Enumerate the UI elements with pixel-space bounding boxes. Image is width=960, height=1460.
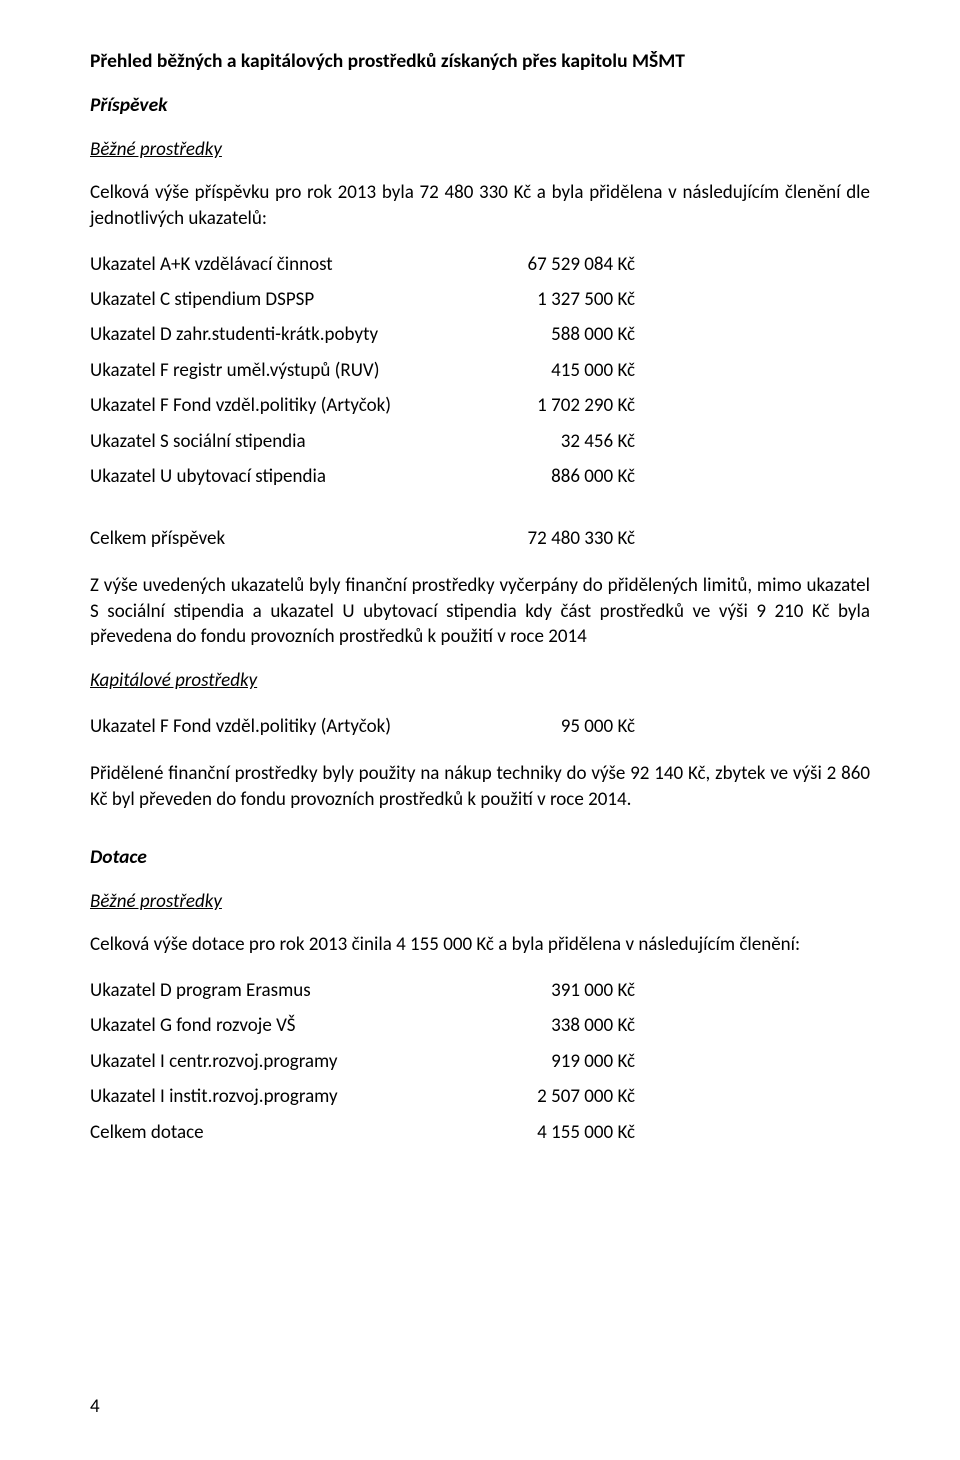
kv-value: 588 000 Kč (460, 320, 635, 349)
kv-row: Ukazatel D zahr.studenti-krátk.pobyty588… (90, 320, 870, 349)
kv-value: 1 327 500 Kč (460, 285, 635, 314)
section1-capital-title: Kapitálové prostředky (90, 668, 870, 694)
kv-value: 415 000 Kč (460, 356, 635, 385)
section2-rows: Ukazatel D program Erasmus391 000 Kč Uka… (90, 976, 870, 1147)
kv-value: 919 000 Kč (460, 1047, 635, 1076)
kv-value: 4 155 000 Kč (460, 1118, 635, 1147)
kv-value: 95 000 Kč (460, 712, 635, 741)
kv-label: Ukazatel D program Erasmus (90, 976, 460, 1005)
kv-label: Ukazatel I centr.rozvoj.programy (90, 1047, 460, 1076)
kv-row: Celkem dotace4 155 000 Kč (90, 1118, 870, 1147)
kv-label: Ukazatel G fond rozvoje VŠ (90, 1011, 460, 1040)
section1-rows: Ukazatel A+K vzdělávací činnost67 529 08… (90, 250, 870, 492)
kv-row: Ukazatel S sociální stipendia32 456 Kč (90, 427, 870, 456)
kv-row: Ukazatel U ubytovací stipendia886 000 Kč (90, 462, 870, 491)
kv-row: Ukazatel G fond rozvoje VŠ338 000 Kč (90, 1011, 870, 1040)
kv-value: 886 000 Kč (460, 462, 635, 491)
section2-subtitle: Běžné prostředky (90, 889, 870, 915)
kv-label: Celkem příspěvek (90, 524, 460, 553)
kv-row: Ukazatel C stipendium DSPSP1 327 500 Kč (90, 285, 870, 314)
kv-value: 391 000 Kč (460, 976, 635, 1005)
kv-value: 338 000 Kč (460, 1011, 635, 1040)
kv-label: Ukazatel U ubytovací stipendia (90, 462, 460, 491)
kv-label: Ukazatel S sociální stipendia (90, 427, 460, 456)
section1-intro: Celková výše příspěvku pro rok 2013 byla… (90, 180, 870, 231)
section1-capital-note: Přidělené finanční prostředky byly použi… (90, 761, 870, 812)
section1-title: Příspěvek (90, 92, 870, 118)
kv-row: Ukazatel A+K vzdělávací činnost67 529 08… (90, 250, 870, 279)
kv-row: Ukazatel I centr.rozvoj.programy919 000 … (90, 1047, 870, 1076)
section2-intro: Celková výše dotace pro rok 2013 činila … (90, 932, 870, 958)
kv-label: Ukazatel D zahr.studenti-krátk.pobyty (90, 320, 460, 349)
kv-row: Ukazatel F registr uměl.výstupů (RUV)415… (90, 356, 870, 385)
kv-row: Ukazatel F Fond vzděl.politiky (Artyčok)… (90, 391, 870, 420)
kv-label: Ukazatel F Fond vzděl.politiky (Artyčok) (90, 391, 460, 420)
kv-value: 32 456 Kč (460, 427, 635, 456)
kv-row: Ukazatel I instit.rozvoj.programy2 507 0… (90, 1082, 870, 1111)
kv-label: Ukazatel I instit.rozvoj.programy (90, 1082, 460, 1111)
section1-note: Z výše uvedených ukazatelů byly finanční… (90, 573, 870, 650)
kv-value: 72 480 330 Kč (460, 524, 635, 553)
kv-row: Ukazatel D program Erasmus391 000 Kč (90, 976, 870, 1005)
kv-label: Celkem dotace (90, 1118, 460, 1147)
kv-label: Ukazatel A+K vzdělávací činnost (90, 250, 460, 279)
section2-title: Dotace (90, 844, 870, 870)
section1-total: Celkem příspěvek 72 480 330 Kč (90, 524, 870, 553)
kv-label: Ukazatel C stipendium DSPSP (90, 285, 460, 314)
kv-value: 67 529 084 Kč (460, 250, 635, 279)
kv-label: Ukazatel F Fond vzděl.politiky (Artyčok) (90, 712, 460, 741)
kv-value: 2 507 000 Kč (460, 1082, 635, 1111)
page-number: 4 (90, 1394, 100, 1420)
kv-value: 1 702 290 Kč (460, 391, 635, 420)
page-heading: Přehled běžných a kapitálových prostředk… (90, 48, 870, 74)
kv-label: Ukazatel F registr uměl.výstupů (RUV) (90, 356, 460, 385)
section1-capital-row: Ukazatel F Fond vzděl.politiky (Artyčok)… (90, 712, 870, 741)
section1-subtitle: Běžné prostředky (90, 137, 870, 163)
